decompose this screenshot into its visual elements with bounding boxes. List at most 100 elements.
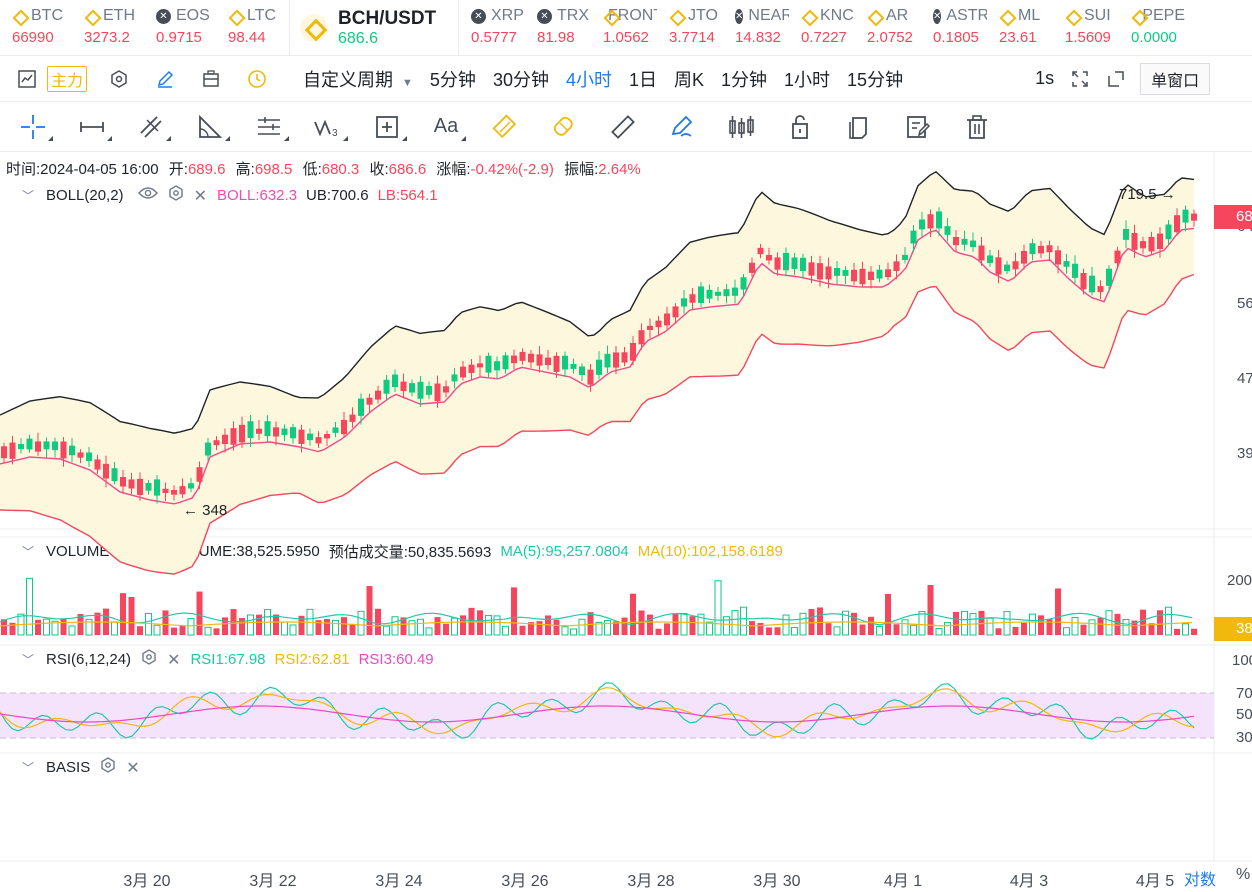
chevron-down-icon[interactable]: ﹀ (22, 761, 35, 775)
candle-body (1157, 233, 1163, 250)
candle-body (1123, 228, 1129, 240)
close-icon[interactable]: ✕ (126, 759, 140, 777)
crosshair-icon[interactable] (13, 107, 53, 147)
clock-icon[interactable] (247, 69, 267, 89)
tab-5m[interactable]: 5分钟 (429, 69, 476, 90)
ticker-symbol: EOS (176, 7, 210, 24)
candle-body (1063, 261, 1070, 267)
candle-body (706, 289, 713, 299)
tab-1w[interactable]: 周K (674, 69, 705, 90)
ticker-price: 3.7714 (669, 29, 715, 46)
ticker-jto[interactable]: JTO 3.7714 (657, 0, 723, 55)
ticker-trx[interactable]: ✕ TRX 81.98 (525, 0, 591, 55)
candle-body (936, 211, 942, 229)
volume-bar (477, 610, 483, 635)
chart-type-icon[interactable] (17, 69, 37, 89)
volume-value: VOLUME:38,525.5950 (168, 543, 320, 560)
candle-body (324, 434, 330, 439)
tab-1h[interactable]: 1小时 (784, 69, 831, 90)
chevron-down-icon[interactable]: ﹀ (22, 653, 35, 667)
horizontal-line-icon[interactable] (72, 107, 112, 147)
copy-layer-icon[interactable] (839, 107, 879, 147)
eraser-tool-icon[interactable] (485, 107, 525, 147)
ticker-knc[interactable]: KNC 0.7227 (789, 0, 855, 55)
candle-body (808, 262, 815, 276)
x-axis-label: 3月 22 (249, 873, 297, 890)
main-indicator-button[interactable]: 主力 (47, 65, 88, 92)
fibonacci-icon[interactable] (249, 107, 289, 147)
eye-icon[interactable] (137, 186, 158, 205)
window-mode-button[interactable]: 单窗口 (1140, 62, 1211, 95)
ticker-price: 0.0000 (1131, 29, 1177, 46)
wave-pattern-icon[interactable]: 3 (308, 107, 348, 147)
ticker-ml[interactable]: ML 23.61 (987, 0, 1053, 55)
close-icon[interactable]: ✕ (193, 187, 207, 205)
ticker-pepe[interactable]: PEPE 0.0000 (1119, 0, 1185, 55)
volume-header: ﹀ VOLUME ✕ VOLUME:38,525.5950 预估成交量:50,8… (22, 541, 783, 562)
ticker-astr[interactable]: ✕ ASTR 0.1805 (921, 0, 987, 55)
ticker-front[interactable]: FRONT 1.0562 (591, 0, 657, 55)
tab-1m[interactable]: 1分钟 (721, 69, 768, 90)
ticker-xrp[interactable]: ✕ XRP 0.5777 (459, 0, 525, 55)
custom-period-dropdown[interactable]: 自定义周期 ▼ (303, 66, 413, 92)
candlestick-chart[interactable] (0, 152, 1252, 892)
parallel-channel-icon[interactable] (131, 107, 171, 147)
candle-lock-icon[interactable] (721, 107, 761, 147)
volume-bar (1174, 628, 1180, 635)
ruler-icon[interactable] (603, 107, 643, 147)
volume-bar (383, 625, 390, 636)
volume-bar (120, 593, 126, 635)
percent-scale-toggle[interactable]: % (1236, 866, 1251, 883)
volume-bar (1148, 623, 1155, 635)
chevron-down-icon[interactable]: ﹀ (22, 545, 35, 559)
ticker-ltc[interactable]: LTC 98.44 (216, 0, 289, 55)
candle-body (536, 354, 543, 366)
text-box-icon[interactable] (367, 107, 407, 147)
candle-body (970, 240, 976, 248)
tab-30m[interactable]: 30分钟 (492, 69, 549, 90)
candle-body (757, 247, 764, 255)
tab-4h[interactable]: 4小时 (565, 69, 612, 90)
volume-bar (332, 619, 339, 636)
settings-icon[interactable] (141, 649, 157, 670)
chevron-down-icon[interactable]: ﹀ (22, 189, 35, 203)
volume-bar (485, 614, 492, 636)
main-pair[interactable]: BCH/USDT 686.6 (289, 0, 459, 55)
text-label-icon[interactable]: Aa (426, 107, 466, 147)
change-label: 涨幅: (436, 161, 471, 178)
draw-pen-icon[interactable] (155, 69, 175, 89)
settings-icon[interactable] (168, 185, 184, 206)
triangle-ruler-icon[interactable] (190, 107, 230, 147)
settings-icon[interactable] (109, 69, 129, 89)
draw-mode-icon[interactable] (662, 107, 702, 147)
lock-icon[interactable] (780, 107, 820, 147)
candle-body (1191, 213, 1197, 221)
layout-icon[interactable] (201, 69, 221, 89)
volume-bar (528, 622, 534, 635)
trash-icon[interactable] (957, 107, 997, 147)
candle-body (1182, 209, 1189, 223)
ticker-sui[interactable]: SUI 1.5609 (1053, 0, 1119, 55)
volume-bar (893, 624, 900, 635)
rsi2-value: RSI2:62.81 (274, 651, 350, 668)
tab-1d[interactable]: 1日 (628, 69, 657, 90)
volume-bar (978, 610, 985, 635)
ticker-near[interactable]: ✕ NEAR 14.832 (723, 0, 789, 55)
magnet-icon[interactable] (544, 107, 584, 147)
settings-icon[interactable] (100, 757, 116, 778)
fullscreen-icon[interactable] (1070, 69, 1090, 89)
x-icon: ✕ (471, 8, 486, 24)
volume-bar (1012, 626, 1019, 635)
ticker-btc[interactable]: BTC 66990 (0, 0, 72, 55)
ticker-ar[interactable]: AR 2.0752 (855, 0, 921, 55)
refresh-rate[interactable]: 1s (1035, 68, 1055, 88)
tab-15m[interactable]: 15分钟 (847, 69, 904, 90)
ticker-eos[interactable]: ✕ EOS 0.9715 (144, 0, 216, 55)
log-scale-toggle[interactable]: 对数 (1184, 872, 1217, 889)
x-icon: ✕ (735, 8, 744, 24)
ticker-eth[interactable]: ETH 3273.2 (72, 0, 144, 55)
edit-note-icon[interactable] (898, 107, 938, 147)
candle-body (893, 261, 900, 272)
popout-icon[interactable] (1106, 69, 1126, 89)
close-icon[interactable]: ✕ (167, 651, 181, 669)
